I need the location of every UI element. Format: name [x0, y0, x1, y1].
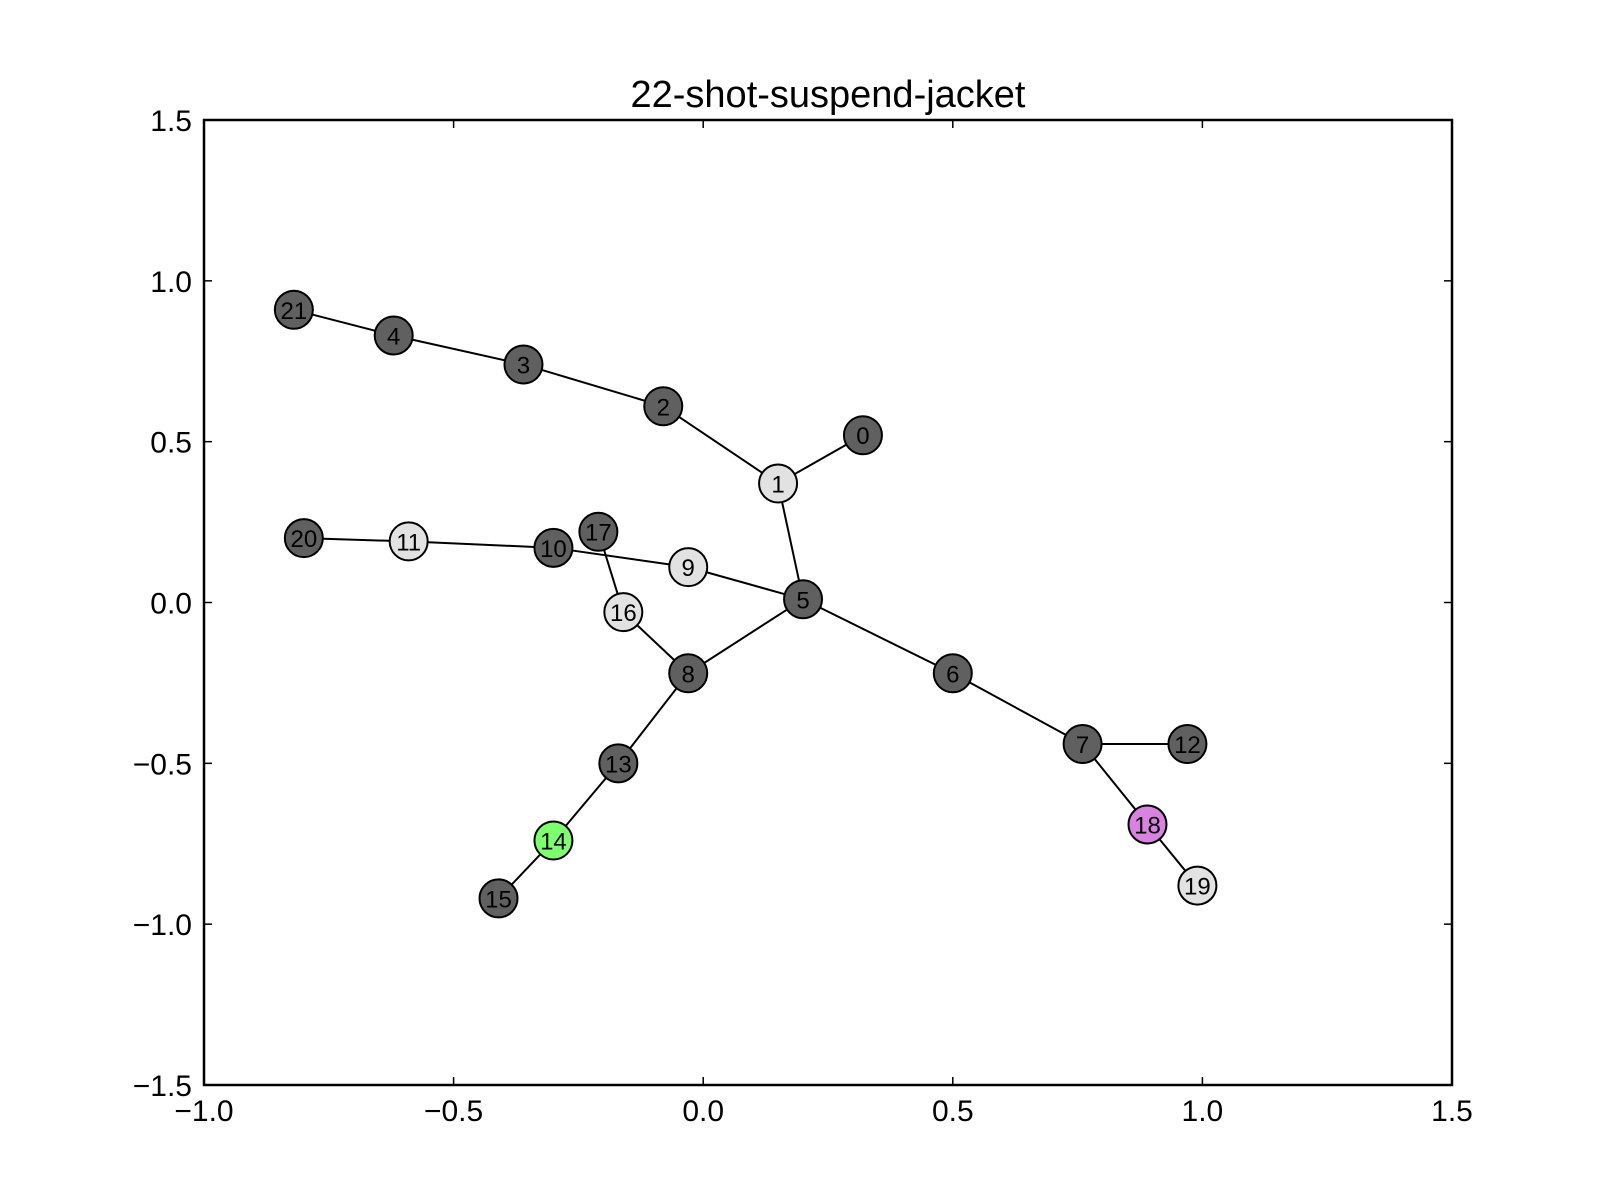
node-19: 19: [1177, 865, 1218, 906]
y-tick-label: 0.5: [150, 427, 192, 460]
node-18: 18: [1127, 804, 1168, 845]
node-3: 3: [503, 344, 544, 385]
node-label-2: 2: [657, 394, 670, 421]
edge-3-2: [523, 363, 664, 408]
x-tick-label: 0.5: [932, 1095, 974, 1128]
node-circle-20: [283, 518, 324, 559]
node-label-1: 1: [771, 471, 784, 498]
node-circle-6: [932, 653, 973, 694]
node-circle-1: [758, 463, 799, 504]
node-14: 14: [533, 820, 574, 861]
node-5: 5: [783, 579, 824, 620]
node-label-6: 6: [946, 661, 959, 688]
node-label-21: 21: [281, 298, 308, 325]
node-label-19: 19: [1184, 874, 1211, 901]
node-circle-7: [1062, 724, 1103, 765]
y-tick-label: 1.0: [150, 266, 192, 299]
node-9: 9: [668, 547, 709, 588]
x-tick-label: −1.0: [174, 1095, 233, 1128]
node-label-15: 15: [485, 886, 512, 913]
plot-frame: [202, 118, 1454, 1087]
node-label-0: 0: [856, 423, 869, 450]
node-circle-3: [503, 344, 544, 385]
node-17: 17: [578, 511, 619, 552]
node-20: 20: [283, 518, 324, 559]
edge-layer: [293, 308, 1199, 900]
node-label-4: 4: [387, 324, 400, 351]
node-label-9: 9: [682, 555, 695, 582]
node-15: 15: [478, 878, 519, 919]
y-tick-label: 1.5: [150, 105, 192, 138]
node-circle-4: [373, 315, 414, 356]
node-label-13: 13: [605, 751, 632, 778]
edge-11-10: [408, 540, 554, 549]
x-tick-label: 1.5: [1431, 1095, 1473, 1128]
node-10: 10: [533, 527, 574, 568]
node-4: 4: [373, 315, 414, 356]
x-tick-label: −0.5: [424, 1095, 483, 1128]
node-12: 12: [1167, 724, 1208, 765]
node-21: 21: [273, 289, 314, 330]
y-axis-tick-labels: −1.5 −1.0 −0.5 0.0 0.5 1.0 1.5: [133, 105, 192, 1103]
node-6: 6: [932, 653, 973, 694]
node-circle-0: [842, 415, 883, 456]
node-7: 7: [1062, 724, 1103, 765]
node-circle-11: [388, 521, 429, 562]
node-8: 8: [668, 653, 709, 694]
chart-title: 22-shot-suspend-jacket: [631, 74, 1026, 116]
node-label-17: 17: [585, 520, 612, 547]
node-circle-16: [603, 592, 644, 633]
x-tick-label: 1.0: [1182, 1095, 1224, 1128]
node-label-20: 20: [290, 526, 317, 553]
edge-4-3: [393, 334, 524, 366]
node-16: 16: [603, 592, 644, 633]
node-circle-14: [533, 820, 574, 861]
axis-ticks: [203, 119, 1453, 1086]
node-circle-5: [783, 579, 824, 620]
x-tick-label: 0.0: [682, 1095, 724, 1128]
node-circle-19: [1177, 865, 1218, 906]
node-label-14: 14: [540, 829, 567, 856]
node-label-12: 12: [1174, 732, 1201, 759]
node-0: 0: [842, 415, 883, 456]
x-axis-tick-labels: −1.0 −0.5 0.0 0.5 1.0 1.5: [174, 1095, 1472, 1128]
node-13: 13: [598, 743, 639, 784]
edge-8-5: [687, 598, 804, 675]
y-tick-label: 0.0: [150, 588, 192, 621]
node-circle-2: [643, 386, 684, 427]
node-circle-12: [1167, 724, 1208, 765]
node-label-5: 5: [796, 587, 809, 614]
node-label-10: 10: [540, 536, 567, 563]
node-label-11: 11: [396, 529, 421, 556]
y-tick-label: −0.5: [133, 748, 192, 781]
node-circle-8: [668, 653, 709, 694]
y-tick-label: −1.5: [133, 1070, 192, 1103]
node-circle-10: [533, 527, 574, 568]
node-label-16: 16: [610, 600, 637, 627]
node-label-7: 7: [1076, 732, 1089, 759]
node-circle-21: [273, 289, 314, 330]
node-label-8: 8: [682, 661, 695, 688]
edge-6-7: [952, 672, 1084, 745]
node-11: 11: [388, 521, 429, 562]
node-label-3: 3: [517, 352, 530, 379]
node-circle-18: [1127, 804, 1168, 845]
node-circle-9: [668, 547, 709, 588]
node-circle-17: [578, 511, 619, 552]
edge-5-6: [802, 598, 954, 675]
node-label-18: 18: [1134, 812, 1161, 839]
node-circle-13: [598, 743, 639, 784]
edge-10-9: [553, 546, 689, 569]
node-2: 2: [643, 386, 684, 427]
edge-2-1: [662, 405, 779, 485]
y-tick-label: −1.0: [133, 909, 192, 942]
node-circle-15: [478, 878, 519, 919]
node-1: 1: [758, 463, 799, 504]
